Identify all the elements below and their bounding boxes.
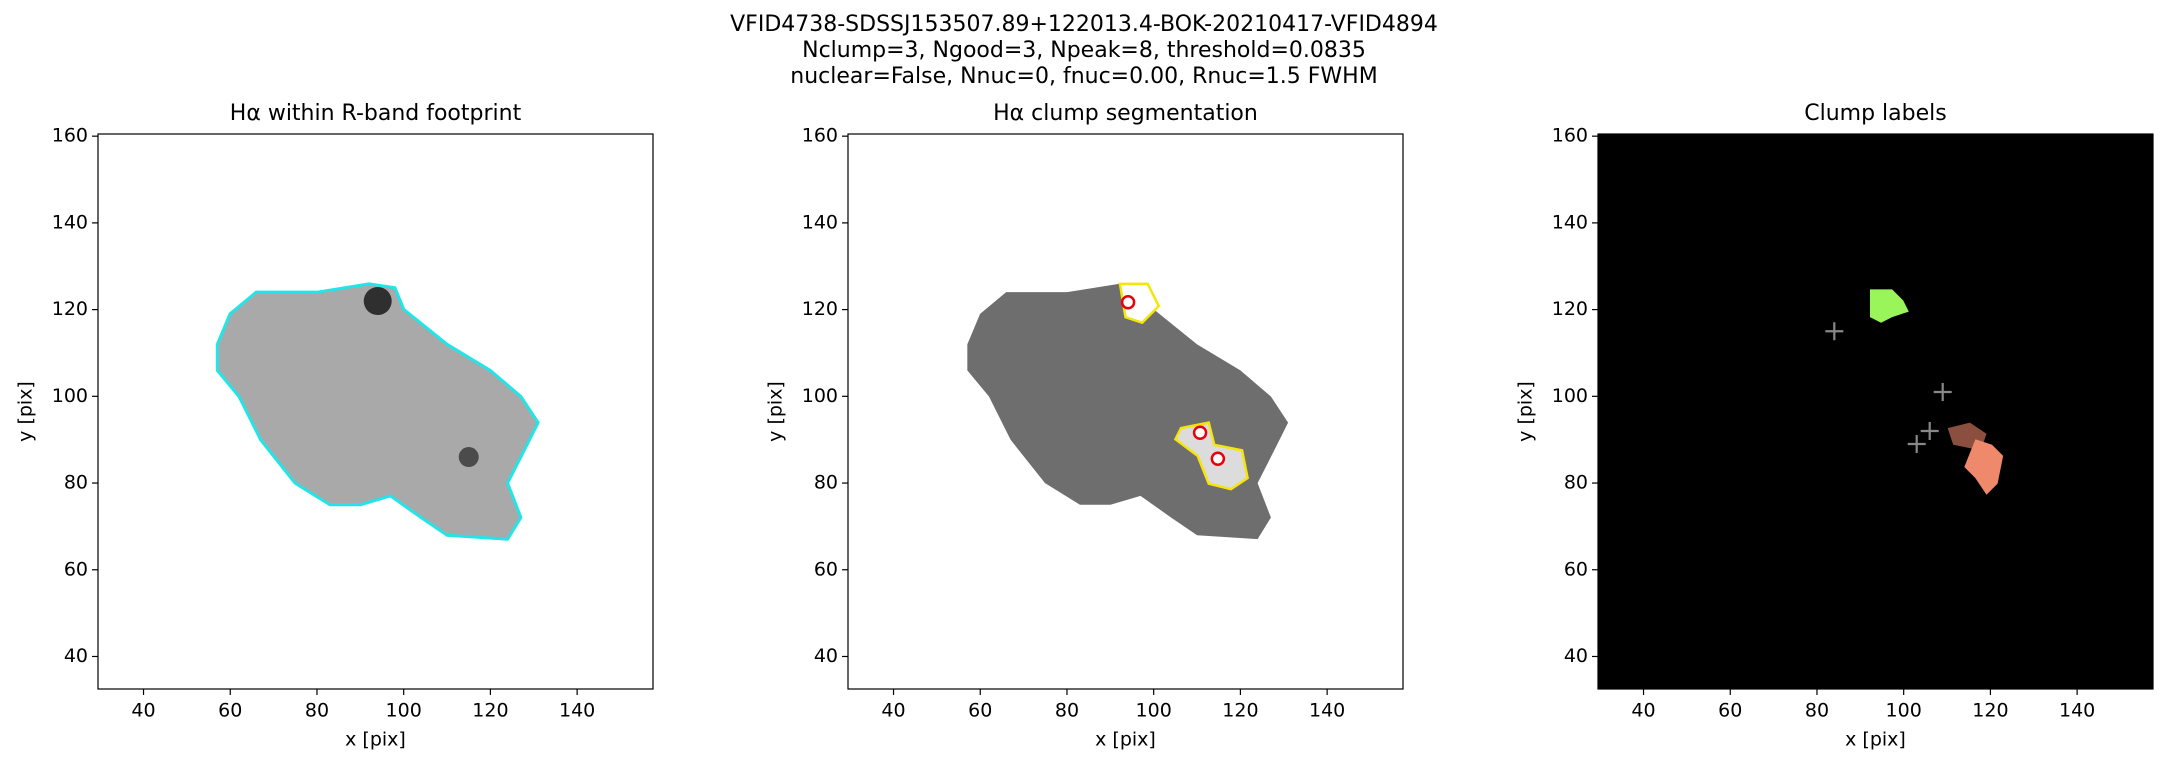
label-background [1598,134,2153,689]
x-tick-label: 120 [1222,700,1258,722]
x-tick-label: 40 [1631,700,1655,722]
panel [1598,134,2153,689]
dark-blob [363,287,392,316]
y-tick-label: 60 [1564,558,1588,580]
y-tick-label: 120 [1552,298,1588,320]
y-tick-label: 40 [1564,645,1588,667]
clump-region [1118,282,1161,325]
x-tick-label: 140 [1309,700,1345,722]
x-tick-label: 100 [1886,700,1922,722]
x-tick-label: 40 [881,700,905,722]
dark-blob [458,447,479,468]
x-tick-label: 120 [472,700,508,722]
x-tick-label: 80 [305,700,329,722]
suptitle: VFID4738-SDSSJ153507.89+122013.4-BOK-202… [730,12,1438,37]
x-tick-label: 100 [1136,700,1172,722]
peak-marker [1933,382,1952,401]
x-tick-label: 140 [559,700,595,722]
clump-label [1869,289,1909,323]
y-tick-label: 60 [64,558,88,580]
x-tick-label: 60 [218,700,242,722]
axes-title: Hα clump segmentation [993,101,1258,126]
y-tick-label: 40 [814,645,838,667]
axes-frame [847,133,1404,690]
clump-center [1192,425,1208,440]
peak-marker [1920,422,1939,441]
x-tick-label: 120 [1972,700,2008,722]
y-axis-label: y [pix] [1515,381,1537,442]
x-tick-label: 140 [2059,700,2095,722]
axes-frame [1597,133,2154,690]
footprint [215,282,540,541]
y-tick-label: 80 [814,472,838,494]
y-tick-label: 100 [802,385,838,407]
y-tick-label: 160 [802,125,838,147]
panel [215,282,540,541]
y-tick-label: 140 [52,211,88,233]
x-tick-label: 60 [968,700,992,722]
suptitle: nuclear=False, Nnuc=0, fnuc=0.00, Rnuc=1… [790,64,1377,89]
clump-center [1210,451,1226,467]
suptitle: Nclump=3, Ngood=3, Npeak=8, threshold=0.… [802,38,1366,63]
x-tick-label: 60 [1718,700,1742,722]
y-tick-label: 120 [52,298,88,320]
y-tick-label: 40 [64,645,88,667]
x-axis-label: x [pix] [1845,729,1906,751]
y-tick-label: 80 [1564,472,1588,494]
y-tick-label: 160 [1552,125,1588,147]
peak-marker [1907,435,1926,454]
y-axis-label: y [pix] [765,381,787,442]
y-tick-label: 80 [64,472,88,494]
clump-center [1120,294,1136,310]
y-tick-label: 120 [802,298,838,320]
x-axis-label: x [pix] [345,729,406,751]
y-tick-label: 100 [1552,385,1588,407]
x-axis-label: x [pix] [1095,729,1156,751]
peak-marker [1825,322,1844,341]
y-tick-label: 140 [1552,211,1588,233]
axes-title: Hα within R-band footprint [230,101,522,126]
y-tick-label: 60 [814,558,838,580]
axes-title: Clump labels [1804,101,1946,126]
y-axis-label: y [pix] [15,381,37,442]
x-tick-label: 100 [386,700,422,722]
y-tick-label: 140 [802,211,838,233]
x-tick-label: 80 [1055,700,1079,722]
x-tick-label: 80 [1805,700,1829,722]
y-tick-label: 100 [52,385,88,407]
axes-frame [97,133,654,690]
clump-label [1964,439,2004,495]
y-tick-label: 160 [52,125,88,147]
x-tick-label: 40 [131,700,155,722]
